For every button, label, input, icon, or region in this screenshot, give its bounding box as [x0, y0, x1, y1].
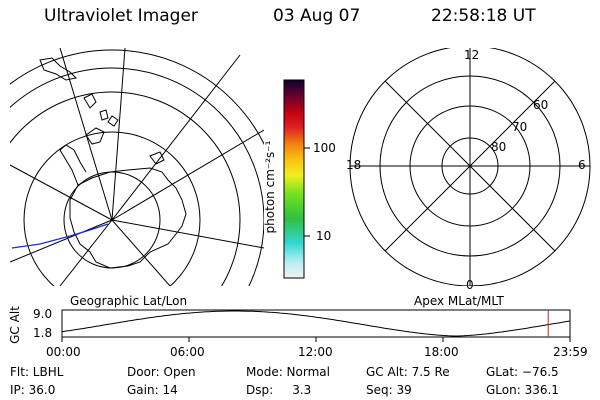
- mlat-label-80: 80: [491, 140, 507, 154]
- status-gain: Gain: 14: [127, 383, 178, 397]
- mlt-label-6: 6: [578, 158, 586, 172]
- status-dsp: Dsp: 3.3: [246, 383, 312, 397]
- status-glon: GLon: 336.1: [486, 383, 559, 397]
- altitude-ytick-1.8: 1.8: [33, 326, 53, 340]
- altitude-ytick-9: 9.0: [33, 307, 53, 321]
- geo-lat-circle: [23, 131, 201, 286]
- date-label: 03 Aug 07: [273, 6, 361, 26]
- mlt-label-18: 18: [346, 158, 362, 172]
- status-mode: Mode: Normal: [246, 365, 330, 379]
- geo-lat-circle: [10, 49, 264, 146]
- geo-lat-circle: [10, 67, 264, 286]
- mlt-label-0: 0: [466, 278, 474, 292]
- geo-panel-label: Geographic Lat/Lon: [70, 294, 188, 308]
- status-flt: Flt: LBHL: [10, 365, 64, 379]
- altitude-ylabel: GC Alt: [8, 306, 22, 344]
- altitude-xtick-1200: 12:00: [298, 345, 333, 359]
- altitude-xtick-0600: 06:00: [170, 345, 205, 359]
- colorbar-tick-10: 10: [316, 229, 332, 243]
- status-door: Door: Open: [127, 365, 196, 379]
- footprint-trace: [11, 223, 109, 249]
- colorbar-gradient: [283, 79, 305, 279]
- mlat-label-60: 60: [533, 98, 549, 112]
- altitude-xtick-0000: 00:00: [46, 345, 81, 359]
- altitude-xtick-1800: 18:00: [424, 345, 459, 359]
- apex-panel-label: Apex MLat/MLT: [414, 294, 504, 308]
- status-gc-alt: GC Alt: 7.5 Re: [366, 365, 450, 379]
- mlat-label-70: 70: [512, 120, 528, 134]
- time-label: 22:58:18 UT: [431, 6, 536, 26]
- colorbar: [283, 79, 310, 279]
- status-seq: Seq: 39: [366, 383, 412, 397]
- status-glat: GLat: −76.5: [486, 365, 559, 379]
- altitude-curve: [61, 310, 571, 337]
- altitude-xtick-2359: 23:59: [553, 345, 588, 359]
- geo-lat-circle: [10, 91, 241, 286]
- window-title: Ultraviolet Imager: [44, 6, 198, 26]
- colorbar-tick-100: 100: [313, 141, 336, 155]
- status-ip: IP: 36.0: [10, 383, 56, 397]
- mlt-label-12: 12: [464, 48, 480, 62]
